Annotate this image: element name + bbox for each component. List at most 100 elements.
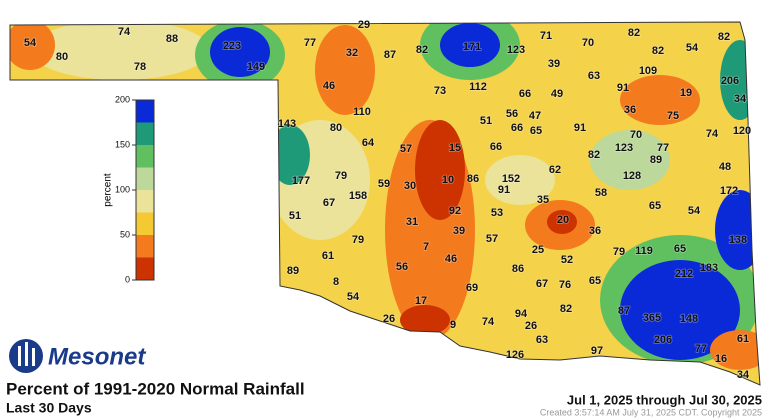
station-value: 70 xyxy=(630,129,642,141)
station-value: 91 xyxy=(574,122,586,134)
station-value: 212 xyxy=(675,268,693,280)
station-value: 34 xyxy=(734,93,747,105)
station-value: 223 xyxy=(223,40,241,52)
station-value: 36 xyxy=(624,104,636,116)
station-value: 74 xyxy=(118,26,131,38)
station-value: 87 xyxy=(384,49,396,61)
station-value: 31 xyxy=(406,216,418,228)
station-value: 35 xyxy=(537,194,549,206)
station-value: 86 xyxy=(512,263,524,275)
colorbar-bin xyxy=(136,122,154,145)
station-value: 138 xyxy=(729,234,747,246)
station-value: 76 xyxy=(559,279,571,291)
station-value: 56 xyxy=(396,261,408,273)
date-range: Jul 1, 2025 through Jul 30, 2025 xyxy=(567,392,762,407)
station-value: 65 xyxy=(530,125,542,137)
station-value: 365 xyxy=(643,312,661,324)
colorbar: percent 0 50 100 150 200 xyxy=(103,94,155,284)
station-value: 26 xyxy=(383,313,395,325)
station-value: 69 xyxy=(466,282,478,294)
station-value: 148 xyxy=(680,313,698,325)
station-value: 65 xyxy=(649,200,661,212)
station-value: 171 xyxy=(463,41,481,53)
station-value: 15 xyxy=(449,142,461,154)
station-value: 74 xyxy=(706,128,719,140)
station-value: 63 xyxy=(588,70,600,82)
colorbar-bin xyxy=(136,190,154,213)
subtitle: Last 30 Days xyxy=(6,400,92,416)
station-value: 57 xyxy=(486,233,498,245)
station-value: 78 xyxy=(134,61,146,73)
station-value: 64 xyxy=(362,137,375,149)
station-value: 8 xyxy=(333,276,339,288)
station-value: 39 xyxy=(548,58,560,70)
station-value: 79 xyxy=(613,246,625,258)
station-value: 34 xyxy=(737,369,750,381)
station-value: 152 xyxy=(502,173,520,185)
station-value: 32 xyxy=(346,47,358,59)
station-value: 75 xyxy=(667,110,679,122)
colorbar-label: percent xyxy=(103,173,114,207)
station-value: 66 xyxy=(490,141,502,153)
station-value: 61 xyxy=(322,250,334,262)
logo-text: Mesonet xyxy=(48,343,146,370)
station-value: 82 xyxy=(628,27,640,39)
station-value: 92 xyxy=(449,205,461,217)
station-value: 59 xyxy=(378,178,390,190)
station-value: 206 xyxy=(721,75,739,87)
station-value: 70 xyxy=(582,37,594,49)
station-value: 53 xyxy=(491,207,503,219)
colorbar-bin xyxy=(136,235,154,258)
station-value: 110 xyxy=(353,106,371,118)
station-value: 7 xyxy=(423,241,429,253)
station-value: 94 xyxy=(515,308,528,320)
station-value: 49 xyxy=(551,88,563,100)
station-value: 82 xyxy=(560,303,572,315)
state-outline xyxy=(9,21,761,386)
station-value: 58 xyxy=(595,187,607,199)
colorbar-bin xyxy=(136,145,154,168)
station-value: 9 xyxy=(450,319,456,331)
station-value: 66 xyxy=(511,122,523,134)
title: Percent of 1991-2020 Normal Rainfall xyxy=(6,379,305,398)
colorbar-bin xyxy=(136,100,154,123)
station-value: 57 xyxy=(400,143,412,155)
station-value: 73 xyxy=(434,85,446,97)
station-value: 47 xyxy=(529,110,541,122)
station-value: 20 xyxy=(557,214,569,226)
colorbar-tick-label: 100 xyxy=(115,184,130,194)
station-value: 126 xyxy=(506,349,524,361)
station-value: 71 xyxy=(540,30,552,42)
station-value: 54 xyxy=(24,37,37,49)
station-value: 51 xyxy=(289,210,301,222)
station-value: 82 xyxy=(416,44,428,56)
station-value: 51 xyxy=(480,115,492,127)
station-value: 54 xyxy=(347,291,360,303)
station-value: 82 xyxy=(652,45,664,57)
colorbar-tick-label: 0 xyxy=(125,274,130,284)
station-value: 91 xyxy=(498,184,510,196)
station-value: 17 xyxy=(415,295,427,307)
logo: Mesonet xyxy=(9,339,146,373)
station-value: 158 xyxy=(349,190,367,202)
station-value: 56 xyxy=(506,108,518,120)
station-value: 82 xyxy=(718,31,730,43)
station-value: 77 xyxy=(304,37,316,49)
station-value: 19 xyxy=(680,87,692,99)
station-value: 89 xyxy=(287,265,299,277)
station-value: 29 xyxy=(358,19,370,31)
station-value: 79 xyxy=(335,170,347,182)
station-value: 149 xyxy=(247,61,265,73)
colorbar-bin xyxy=(136,257,154,280)
station-value: 87 xyxy=(618,305,630,317)
station-value: 172 xyxy=(720,185,738,197)
station-value: 65 xyxy=(589,275,601,287)
station-value: 79 xyxy=(352,234,364,246)
created-note: Created 3:57:14 AM July 31, 2025 CDT. Co… xyxy=(540,407,762,417)
station-value: 128 xyxy=(623,170,641,182)
colorbar-tick-label: 50 xyxy=(120,229,130,239)
station-value: 97 xyxy=(591,345,603,357)
station-value: 77 xyxy=(657,142,669,154)
